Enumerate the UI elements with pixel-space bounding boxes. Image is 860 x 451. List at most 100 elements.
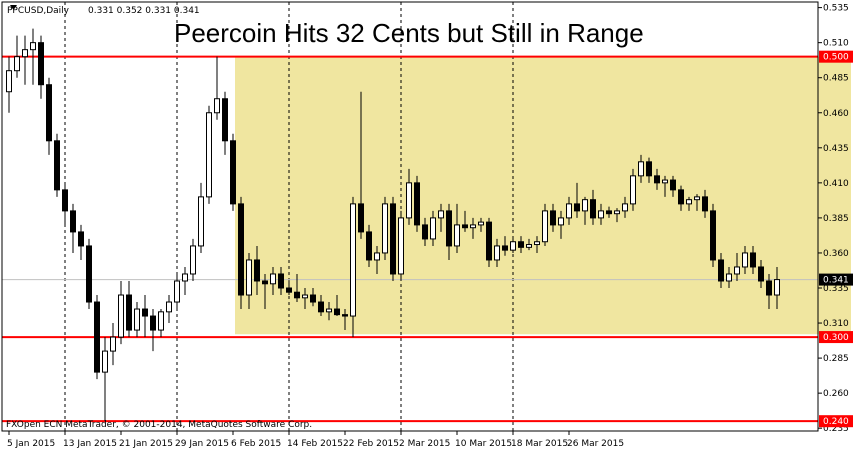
candle-body[interactable] (702, 196, 708, 212)
candle-body[interactable] (238, 203, 244, 296)
candle-body[interactable] (390, 203, 396, 275)
candle-body[interactable] (638, 161, 644, 177)
candle-body[interactable] (366, 231, 372, 261)
candle-body[interactable] (14, 56, 20, 72)
candle-body[interactable] (590, 199, 596, 219)
candle-body[interactable] (254, 259, 260, 282)
candle-body[interactable] (558, 217, 564, 226)
candle-body[interactable] (742, 252, 748, 268)
candle-body[interactable] (678, 189, 684, 205)
candle-body[interactable] (414, 182, 420, 226)
candle-body[interactable] (630, 175, 636, 205)
candle-body[interactable] (38, 42, 44, 86)
candle-body[interactable] (726, 273, 732, 282)
candle-body[interactable] (686, 199, 692, 205)
candle-body[interactable] (46, 84, 52, 142)
candle-body[interactable] (174, 280, 180, 303)
candle-body[interactable] (710, 210, 716, 261)
candle-body[interactable] (510, 241, 516, 251)
candle-body[interactable] (94, 301, 100, 373)
candle-body[interactable] (318, 301, 324, 313)
candle-body[interactable] (526, 244, 532, 248)
candle-body[interactable] (670, 179, 676, 191)
candle-body[interactable] (446, 210, 452, 247)
candle-body[interactable] (542, 210, 548, 243)
candle-body[interactable] (166, 301, 172, 313)
candle-body[interactable] (246, 259, 252, 296)
candle-body[interactable] (326, 308, 332, 313)
candle-body[interactable] (614, 210, 620, 215)
candle-body[interactable] (462, 224, 468, 229)
candle-body[interactable] (182, 273, 188, 282)
candle-body[interactable] (310, 294, 316, 303)
candle-body[interactable] (278, 273, 284, 289)
candle-body[interactable] (606, 210, 612, 215)
candle-body[interactable] (774, 279, 780, 296)
candle-body[interactable] (134, 308, 140, 331)
candle-body[interactable] (206, 112, 212, 198)
candle-body[interactable] (270, 273, 276, 285)
candle-body[interactable] (30, 42, 36, 51)
candle-body[interactable] (654, 175, 660, 184)
candle-body[interactable] (62, 189, 68, 212)
candle-body[interactable] (494, 245, 500, 261)
candle-body[interactable] (286, 287, 292, 293)
candle-body[interactable] (302, 294, 308, 299)
candle-body[interactable] (86, 245, 92, 303)
candle-body[interactable] (54, 140, 60, 191)
candle-body[interactable] (358, 203, 364, 233)
candle-body[interactable] (646, 161, 652, 177)
candle-body[interactable] (198, 196, 204, 247)
candle-body[interactable] (750, 252, 756, 268)
candle-body[interactable] (454, 224, 460, 247)
candle-body[interactable] (110, 336, 116, 352)
candle-body[interactable] (350, 203, 356, 317)
candle-body[interactable] (694, 196, 700, 201)
candle-body[interactable] (622, 203, 628, 212)
candle-body[interactable] (382, 203, 388, 254)
candle-body[interactable] (190, 245, 196, 275)
collapse-arrow-icon[interactable] (10, 5, 17, 10)
candle-body[interactable] (6, 70, 12, 93)
candle-body[interactable] (150, 315, 156, 331)
candle-body[interactable] (70, 210, 76, 233)
candle-body[interactable] (126, 294, 132, 331)
candle-body[interactable] (22, 49, 28, 58)
candle-body[interactable] (518, 241, 524, 248)
candle-body[interactable] (574, 203, 580, 212)
candle-body[interactable] (294, 291, 300, 299)
candle-body[interactable] (718, 259, 724, 282)
candle-body[interactable] (222, 98, 228, 142)
candle-body[interactable] (470, 224, 476, 229)
candle-body[interactable] (230, 140, 236, 205)
candle-body[interactable] (662, 179, 668, 184)
candle-body[interactable] (550, 210, 556, 226)
candle-body[interactable] (342, 314, 348, 317)
candle-body[interactable] (406, 182, 412, 219)
candle-body[interactable] (398, 217, 404, 275)
candle-body[interactable] (430, 217, 436, 240)
candle-body[interactable] (582, 199, 588, 212)
candle-body[interactable] (486, 221, 492, 261)
candle-body[interactable] (334, 308, 340, 316)
candle-body[interactable] (262, 280, 268, 285)
candle-body[interactable] (102, 350, 108, 373)
candle-body[interactable] (758, 266, 764, 282)
candle-body[interactable] (766, 280, 772, 296)
candle-body[interactable] (374, 252, 380, 261)
candle-body[interactable] (734, 266, 740, 275)
candle-body[interactable] (502, 245, 508, 251)
candle-body[interactable] (478, 221, 484, 226)
candle-body[interactable] (534, 241, 540, 246)
candle-body[interactable] (118, 294, 124, 338)
candle-body[interactable] (78, 231, 84, 247)
candle-body[interactable] (566, 203, 572, 219)
candle-body[interactable] (142, 308, 148, 317)
candle-body[interactable] (598, 210, 604, 219)
candle-body[interactable] (422, 224, 428, 240)
candle-body[interactable] (438, 210, 444, 219)
candle-body[interactable] (214, 98, 220, 114)
candle-body[interactable] (158, 311, 164, 331)
